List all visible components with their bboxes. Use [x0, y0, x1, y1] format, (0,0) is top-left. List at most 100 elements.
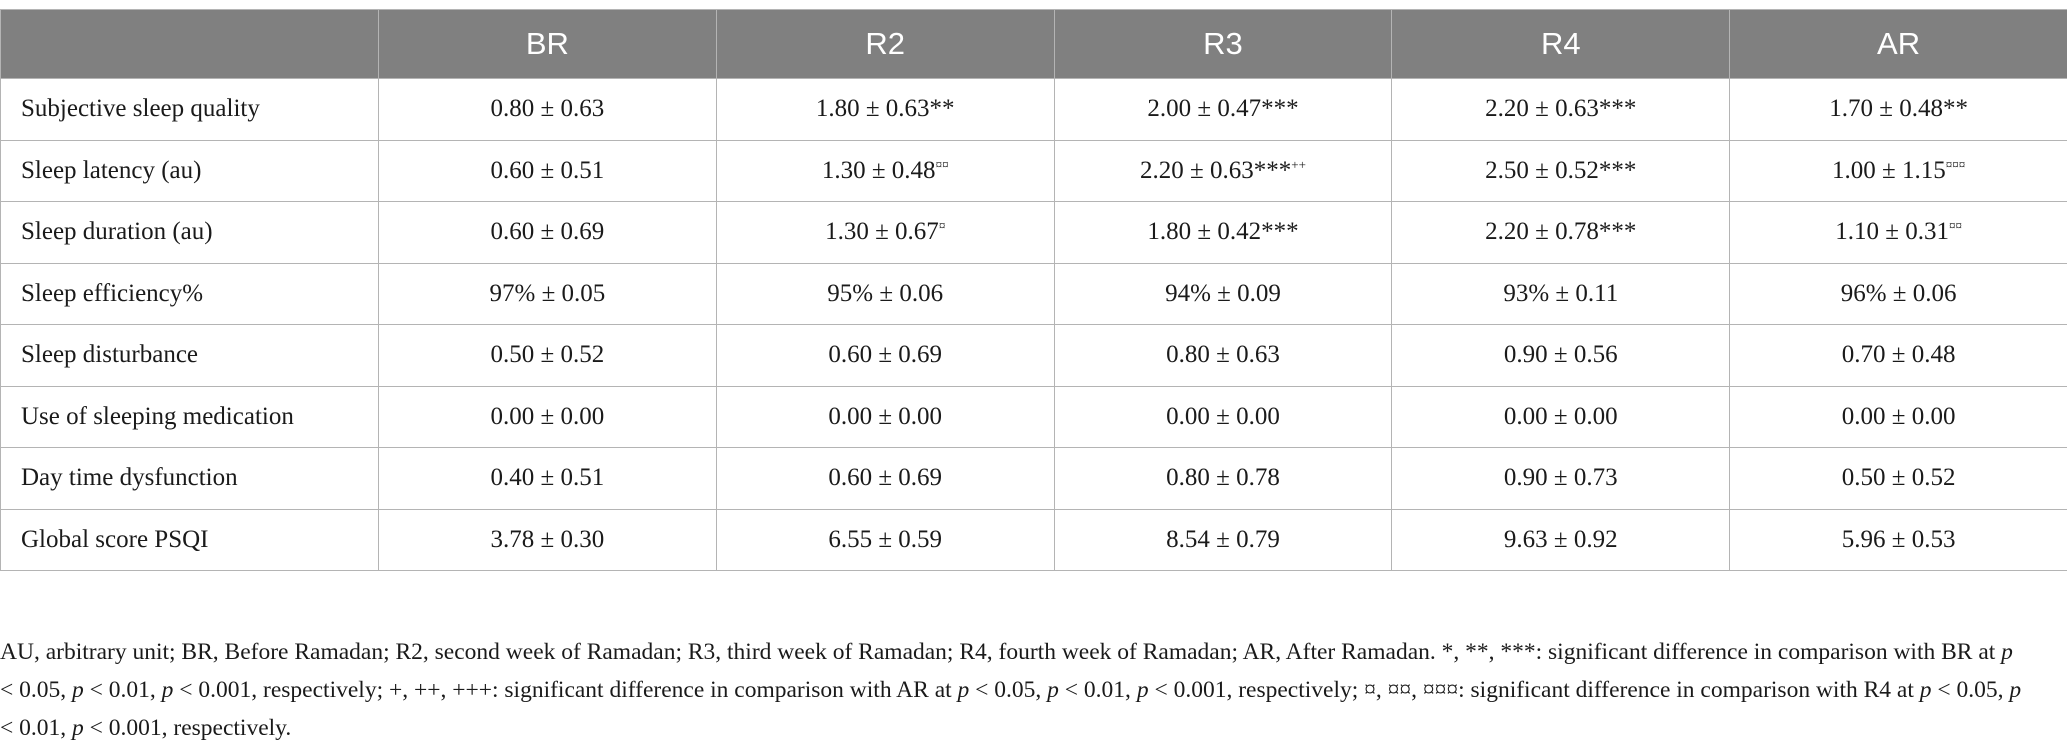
- cell-value: 95% ± 0.06: [827, 279, 944, 307]
- cell-value: 0.50 ± 0.52: [490, 341, 605, 369]
- cell-value: 1.80 ± 0.63**: [815, 95, 955, 123]
- row-label: Use of sleeping medication: [0, 385, 379, 448]
- cell-value: 0.00 ± 0.00: [828, 402, 943, 430]
- header-row: BR R2 R3 R4 AR: [0, 9, 2067, 79]
- table-row: Subjective sleep quality 0.80 ± 0.63 1.80 …: [0, 78, 2067, 141]
- row-label: Sleep disturbance: [0, 324, 379, 387]
- table-row: Global score PSQI 3.78 ± 0.30 6.55 ± 0.59 8…: [0, 508, 2067, 571]
- cell-value: 0.80 ± 0.63: [1166, 341, 1280, 369]
- cell-value: 1.30 ± 0.67: [825, 218, 939, 246]
- cell-br: 0.60 ± 0.51: [378, 139, 717, 202]
- cell-r2: 6.55 ± 0.59: [715, 508, 1055, 571]
- cell-r4: 2.20 ± 0.78***: [1391, 201, 1731, 264]
- table-row: Day time dysfunction 0.40 ± 0.51 0.60 ± 0.…: [0, 447, 2067, 510]
- cell-value: 2.20 ± 0.63***: [1485, 95, 1637, 123]
- cell-r2: 1.30 ± 0.67¤: [715, 201, 1055, 264]
- cell-value: 0.00 ± 0.00: [1841, 402, 1956, 430]
- cell-value: 1.30 ± 0.48: [821, 156, 936, 184]
- significance-marker: ¤: [938, 218, 946, 234]
- cell-ar: 96% ± 0.06: [1729, 262, 2067, 325]
- cell-r4: 93% ± 0.11: [1391, 262, 1731, 325]
- cell-br: 0.50 ± 0.52: [378, 324, 717, 387]
- cell-r3: 8.54 ± 0.79: [1053, 508, 1393, 571]
- cell-value: 0.00 ± 0.00: [1166, 402, 1280, 430]
- cell-value: 0.60 ± 0.69: [490, 218, 605, 246]
- cell-ar: 0.50 ± 0.52: [1729, 447, 2067, 510]
- cell-value: 94% ± 0.09: [1165, 279, 1281, 307]
- cell-value: 0.00 ± 0.00: [1503, 402, 1618, 430]
- cell-r2: 1.80 ± 0.63**: [715, 78, 1055, 141]
- cell-value: 97% ± 0.05: [489, 279, 606, 307]
- table-header: BR R2 R3 R4 AR: [0, 9, 2067, 79]
- cell-r4: 2.50 ± 0.52***: [1391, 139, 1731, 202]
- significance-marker: ¤¤¤: [1945, 156, 1966, 172]
- row-label: Sleep latency (au): [0, 139, 379, 202]
- cell-value: 0.50 ± 0.52: [1841, 464, 1956, 492]
- cell-r4: 0.00 ± 0.00: [1391, 385, 1731, 448]
- cell-r3: 0.80 ± 0.63: [1053, 324, 1393, 387]
- cell-ar: 1.70 ± 0.48**: [1729, 78, 2067, 141]
- header-cell-r3: R3: [1053, 9, 1393, 79]
- cell-value: 0.40 ± 0.51: [490, 464, 605, 492]
- cell-value: 0.80 ± 0.63: [490, 95, 605, 123]
- cell-value: 3.78 ± 0.30: [490, 525, 605, 553]
- cell-r2: 0.60 ± 0.69: [715, 324, 1055, 387]
- cell-r3: 2.20 ± 0.63***++: [1053, 139, 1393, 202]
- cell-value: 0.60 ± 0.69: [828, 341, 943, 369]
- cell-ar: 0.00 ± 0.00: [1729, 385, 2067, 448]
- cell-value: 2.20 ± 0.63***: [1140, 156, 1292, 184]
- cell-value: 1.00 ± 1.15: [1831, 156, 1946, 184]
- header-cell-ar: AR: [1729, 9, 2067, 79]
- cell-value: 0.70 ± 0.48: [1841, 341, 1956, 369]
- cell-value: 5.96 ± 0.53: [1841, 525, 1956, 553]
- table-row: Use of sleeping medication 0.00 ± 0.00 0.0…: [0, 385, 2067, 448]
- table-row: Sleep disturbance 0.50 ± 0.52 0.60 ± 0.69 0…: [0, 324, 2067, 387]
- cell-value: 1.80 ± 0.42***: [1147, 218, 1299, 246]
- cell-value: 0.60 ± 0.69: [828, 464, 943, 492]
- header-cell-r2: R2: [715, 9, 1055, 79]
- header-cell-empty: [0, 9, 379, 79]
- cell-r3: 0.00 ± 0.00: [1053, 385, 1393, 448]
- psqi-table: BR R2 R3 R4 AR Subjective sleep quality 0…: [0, 9, 2067, 571]
- row-label: Subjective sleep quality: [0, 78, 379, 141]
- table-footnote: AU, arbitrary unit; BR, Before Ramadan; …: [0, 639, 2022, 741]
- cell-value: 96% ± 0.06: [1840, 279, 1957, 307]
- cell-value: 6.55 ± 0.59: [828, 525, 943, 553]
- cell-r4: 0.90 ± 0.73: [1391, 447, 1731, 510]
- cell-r2: 0.60 ± 0.69: [715, 447, 1055, 510]
- cell-br: 3.78 ± 0.30: [378, 508, 717, 571]
- cell-ar: 5.96 ± 0.53: [1729, 508, 2067, 571]
- cell-r2: 95% ± 0.06: [715, 262, 1055, 325]
- cell-value: 2.20 ± 0.78***: [1485, 218, 1637, 246]
- cell-value: 1.70 ± 0.48**: [1829, 95, 1968, 123]
- cell-br: 0.60 ± 0.69: [378, 201, 717, 264]
- cell-br: 97% ± 0.05: [378, 262, 717, 325]
- significance-marker: ¤¤: [935, 156, 949, 172]
- cell-value: 0.60 ± 0.51: [490, 156, 605, 184]
- table-row: Sleep duration (au) 0.60 ± 0.69 1.30 ± 0.6…: [0, 201, 2067, 264]
- header-cell-br: BR: [378, 9, 717, 79]
- cell-ar: 1.00 ± 1.15¤¤¤: [1729, 139, 2067, 202]
- cell-r4: 9.63 ± 0.92: [1391, 508, 1731, 571]
- cell-value: 9.63 ± 0.92: [1503, 525, 1618, 553]
- cell-value: 0.90 ± 0.73: [1503, 464, 1618, 492]
- table-row: Sleep efficiency% 97% ± 0.05 95% ± 0.06 94%…: [0, 262, 2067, 325]
- row-label: Sleep efficiency%: [0, 262, 379, 325]
- table-row: Sleep latency (au) 0.60 ± 0.51 1.30 ± 0.48…: [0, 139, 2067, 202]
- cell-r3: 1.80 ± 0.42***: [1053, 201, 1393, 264]
- cell-r3: 94% ± 0.09: [1053, 262, 1393, 325]
- row-label: Global score PSQI: [0, 508, 379, 571]
- cell-r2: 1.30 ± 0.48¤¤: [715, 139, 1055, 202]
- cell-value: 0.00 ± 0.00: [490, 402, 605, 430]
- cell-value: 2.50 ± 0.52***: [1485, 156, 1637, 184]
- cell-br: 0.00 ± 0.00: [378, 385, 717, 448]
- cell-value: 93% ± 0.11: [1503, 279, 1619, 307]
- table-body: Subjective sleep quality 0.80 ± 0.63 1.80 …: [0, 78, 2067, 571]
- cell-br: 0.40 ± 0.51: [378, 447, 717, 510]
- cell-value: 8.54 ± 0.79: [1166, 525, 1280, 553]
- significance-marker: ++: [1291, 156, 1306, 172]
- header-cell-r4: R4: [1391, 9, 1731, 79]
- cell-value: 0.90 ± 0.56: [1503, 341, 1618, 369]
- cell-br: 0.80 ± 0.63: [378, 78, 717, 141]
- cell-ar: 0.70 ± 0.48: [1729, 324, 2067, 387]
